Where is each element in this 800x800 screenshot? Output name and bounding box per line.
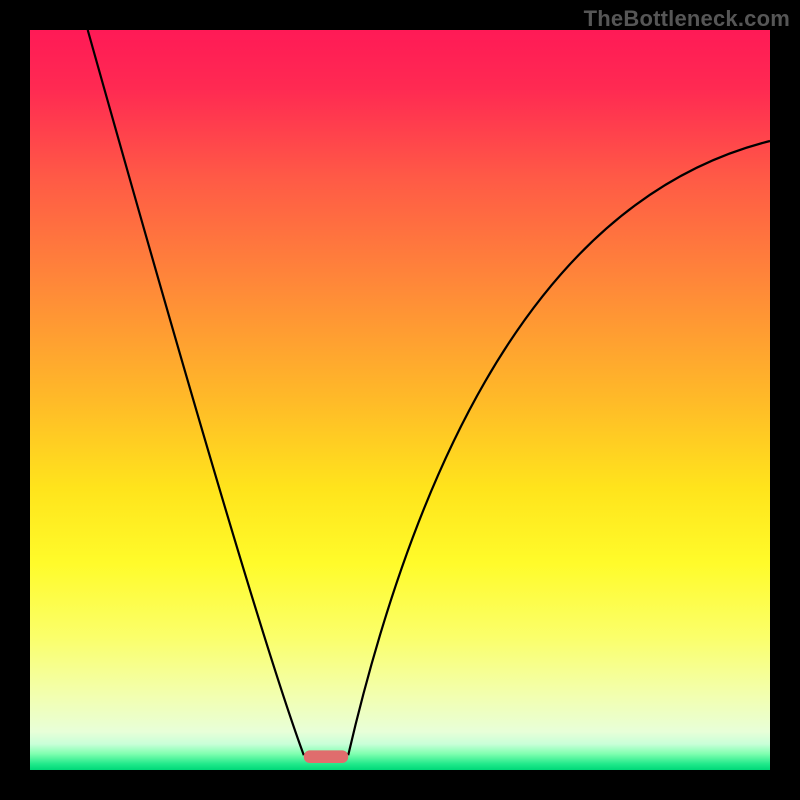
bottleneck-chart [0,0,800,800]
chart-container: TheBottleneck.com [0,0,800,800]
plot-background [30,30,770,770]
watermark-text: TheBottleneck.com [584,6,790,32]
optimal-marker [304,750,348,763]
